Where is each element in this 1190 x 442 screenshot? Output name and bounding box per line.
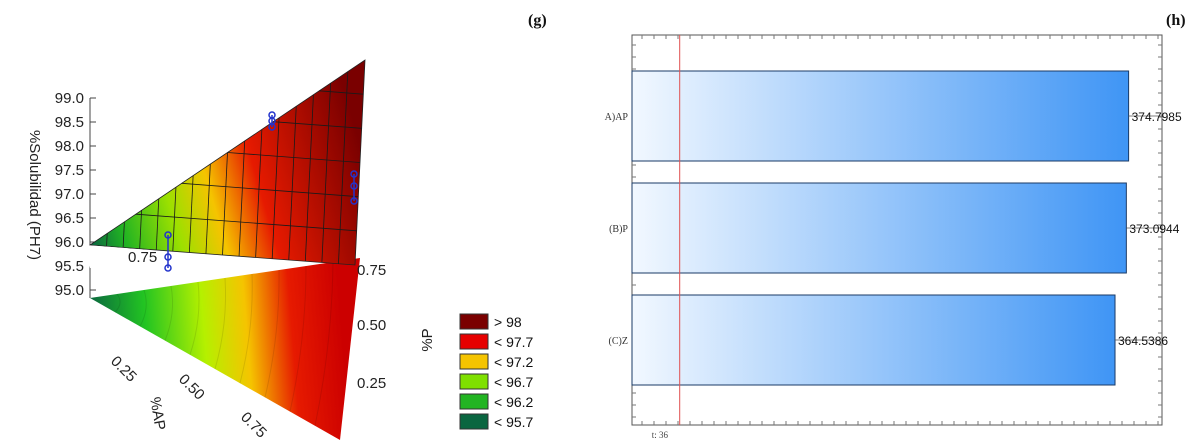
- bar-category-label: (C)Z: [609, 336, 628, 347]
- legend-swatch: [459, 413, 489, 430]
- z-tick-label: 98.5: [55, 114, 84, 131]
- mesh-line: [135, 213, 357, 232]
- legend-label: > 98: [494, 314, 522, 330]
- corner-tick-label: 0.75: [128, 249, 157, 266]
- floor-band-line: [114, 293, 121, 313]
- panel-g-label: (g): [528, 12, 547, 29]
- design-point: [350, 170, 358, 178]
- bars-group: A)AP 374.7985 (B)P 373.0944 (C)Z 364.5386: [605, 70, 1182, 386]
- p-tick-1: 0.75: [357, 262, 386, 279]
- z-tick-label: 97.0: [55, 186, 84, 203]
- panel-g-surface-plot: (g) 99.0 98.5 98.0 97.5 97.0 96.5 96.0 95.5 95.0…: [0, 0, 580, 442]
- mesh-line: [122, 221, 125, 248]
- floor-band-line: [239, 273, 253, 384]
- panel-h-bar-chart: (h) A)AP 374.7985 (B)P 373.0944 (C)Z 364.5386…: [580, 0, 1190, 442]
- p-tick-3: 0.25: [357, 375, 386, 392]
- mesh-line: [273, 121, 362, 129]
- legend-swatch: [459, 313, 489, 330]
- mesh-line: [321, 83, 332, 263]
- reference-line-label: t: 36: [652, 430, 669, 440]
- z-tick-label: 96.0: [55, 234, 84, 251]
- surface-cutout: [85, 245, 170, 268]
- mesh-line: [155, 198, 160, 251]
- mesh-line: [106, 233, 108, 247]
- z-tick-label: 99.0: [55, 90, 84, 107]
- legend-label: < 97.7: [494, 334, 534, 350]
- design-point: [164, 253, 172, 261]
- ap-axis-title: %AP: [146, 396, 169, 432]
- legend-label: < 95.7: [494, 414, 534, 430]
- z-axis-ticks: 99.0 98.5 98.0 97.5 97.0 96.5 96.0 95.5 95.0: [55, 90, 96, 299]
- legend-swatch: [459, 393, 489, 410]
- floor-contour-triangle: [90, 258, 360, 440]
- z-axis-title: %Solubilidad (PH7): [26, 130, 43, 260]
- z-tick-label: 96.5: [55, 210, 84, 227]
- floor-band-line: [189, 281, 200, 355]
- floor-contour-bands: [114, 261, 334, 426]
- ap-tick-2: 0.50: [175, 371, 208, 404]
- mesh-line: [222, 152, 228, 256]
- bar: [631, 294, 1116, 386]
- mesh-line: [139, 210, 142, 249]
- bar-category-label: A)AP: [605, 112, 629, 123]
- panel-h-label: (h): [1166, 12, 1186, 29]
- surface-plot-svg: (g) 99.0 98.5 98.0 97.5 97.0 96.5 96.0 95.5 95.0…: [26, 12, 547, 442]
- z-tick-label: 95.0: [55, 282, 84, 299]
- floor-band-line: [139, 289, 147, 327]
- floor-band-line: [214, 277, 227, 370]
- mesh-line: [319, 90, 364, 95]
- mesh-line: [181, 182, 359, 198]
- ap-tick-1: 0.25: [107, 353, 140, 386]
- floor-band-line: [289, 265, 307, 412]
- legend-label: < 96.2: [494, 394, 534, 410]
- legend-label: < 96.7: [494, 374, 534, 390]
- mesh-line: [227, 152, 361, 163]
- floor-band-line: [314, 261, 334, 426]
- mesh-line: [238, 140, 246, 257]
- bar-value-label: 364.5386: [1118, 334, 1168, 348]
- mesh-line: [172, 187, 177, 252]
- design-point: [350, 197, 358, 205]
- legend-label: < 97.2: [494, 354, 534, 370]
- floor-band-line: [164, 285, 173, 341]
- design-points: [164, 111, 358, 272]
- z-tick-label: 98.0: [55, 138, 84, 155]
- floor-band-line: [264, 269, 280, 398]
- p-axis-title: %P: [419, 328, 436, 351]
- legend-swatch: [459, 353, 489, 370]
- mesh-line: [288, 106, 297, 261]
- mesh-line: [188, 175, 194, 253]
- mesh-line: [205, 164, 211, 254]
- legend-swatch: [459, 373, 489, 390]
- bar: [631, 70, 1130, 162]
- response-surface: [88, 59, 366, 266]
- contour-legend: > 98 < 97.7 < 97.2 < 96.7 < 96.2 < 95.7: [459, 313, 534, 430]
- design-point: [164, 231, 172, 239]
- bar-chart-svg: (h) A)AP 374.7985 (B)P 373.0944 (C)Z 364.5386…: [605, 12, 1186, 440]
- z-tick-label: 97.5: [55, 162, 84, 179]
- z-tick-label: 95.5: [55, 258, 84, 275]
- mesh-line: [304, 94, 314, 262]
- p-tick-2: 0.50: [357, 317, 386, 334]
- mesh-line: [338, 71, 349, 264]
- mesh-line: [255, 129, 263, 258]
- design-point: [350, 182, 358, 190]
- ap-tick-3: 0.75: [237, 409, 270, 442]
- bar-value-label: 373.0944: [1129, 222, 1179, 236]
- design-point: [268, 123, 276, 131]
- bar: [631, 182, 1127, 274]
- bar-category-label: (B)P: [609, 224, 628, 235]
- legend-swatch: [459, 333, 489, 350]
- surface-mesh-lines: [106, 71, 364, 264]
- design-point: [164, 264, 172, 272]
- mesh-line: [271, 117, 280, 259]
- bar-value-label: 374.7985: [1132, 110, 1182, 124]
